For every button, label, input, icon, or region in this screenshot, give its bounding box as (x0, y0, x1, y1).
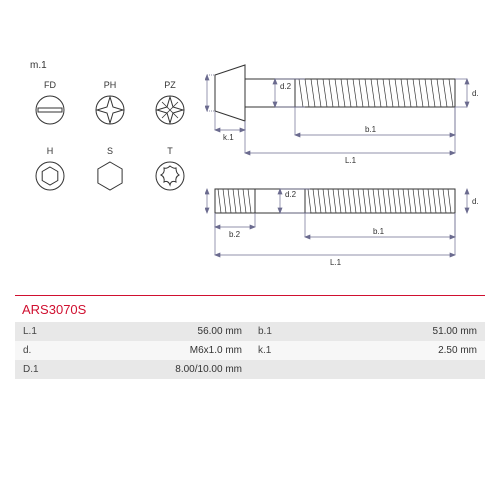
svg-text:d.2: d.2 (280, 82, 292, 91)
svg-text:k.1: k.1 (223, 133, 234, 142)
svg-text:b.2: b.2 (229, 230, 241, 239)
spec-table: L.1 56.00 mm b.1 51.00 mm d. M6x1.0 mm k… (15, 322, 485, 379)
drive-type-grid: FD PH PZ (30, 80, 190, 212)
spec-label: D.1 (15, 360, 65, 379)
diagram-area: m.1 FD PH PZ (0, 0, 500, 295)
spec-label: b.1 (250, 322, 300, 341)
drive-s: S (90, 146, 130, 192)
svg-text:d.: d. (472, 89, 479, 98)
spec-value: 51.00 mm (300, 322, 485, 341)
spec-label: k.1 (250, 341, 300, 360)
drive-section-label: m.1 (30, 60, 47, 71)
table-row: D.1 8.00/10.00 mm (15, 360, 485, 379)
spec-value: 8.00/10.00 mm (65, 360, 250, 379)
svg-text:d.2: d.2 (285, 190, 297, 199)
spec-label: L.1 (15, 322, 65, 341)
svg-text:L.1: L.1 (330, 258, 342, 267)
svg-text:b.1: b.1 (373, 227, 385, 236)
page: m.1 FD PH PZ (0, 0, 500, 500)
spec-value: M6x1.0 mm (65, 341, 250, 360)
svg-text:b.1: b.1 (365, 125, 377, 134)
drive-ph: PH (90, 80, 130, 126)
bolt-drawing-svg: D.1 d.2 d. k.1 (205, 35, 490, 275)
drive-t: T (150, 146, 190, 192)
pozidriv-icon (150, 94, 190, 126)
technical-drawing: D.1 d.2 d. k.1 (205, 35, 490, 275)
slot-icon (30, 94, 70, 126)
torx-icon (150, 160, 190, 192)
drive-pz: PZ (150, 80, 190, 126)
divider-line (15, 295, 485, 296)
spec-label (250, 360, 300, 379)
hex-external-icon (90, 160, 130, 192)
drive-h: H (30, 146, 70, 192)
svg-text:d.: d. (472, 197, 479, 206)
table-row: L.1 56.00 mm b.1 51.00 mm (15, 322, 485, 341)
svg-text:L.1: L.1 (345, 156, 357, 165)
drive-fd: FD (30, 80, 70, 126)
spec-value (300, 360, 485, 379)
spec-value: 2.50 mm (300, 341, 485, 360)
spec-value: 56.00 mm (65, 322, 250, 341)
hex-socket-icon (30, 160, 70, 192)
table-row: d. M6x1.0 mm k.1 2.50 mm (15, 341, 485, 360)
phillips-icon (90, 94, 130, 126)
part-number: ARS3070S (22, 302, 86, 317)
spec-label: d. (15, 341, 65, 360)
